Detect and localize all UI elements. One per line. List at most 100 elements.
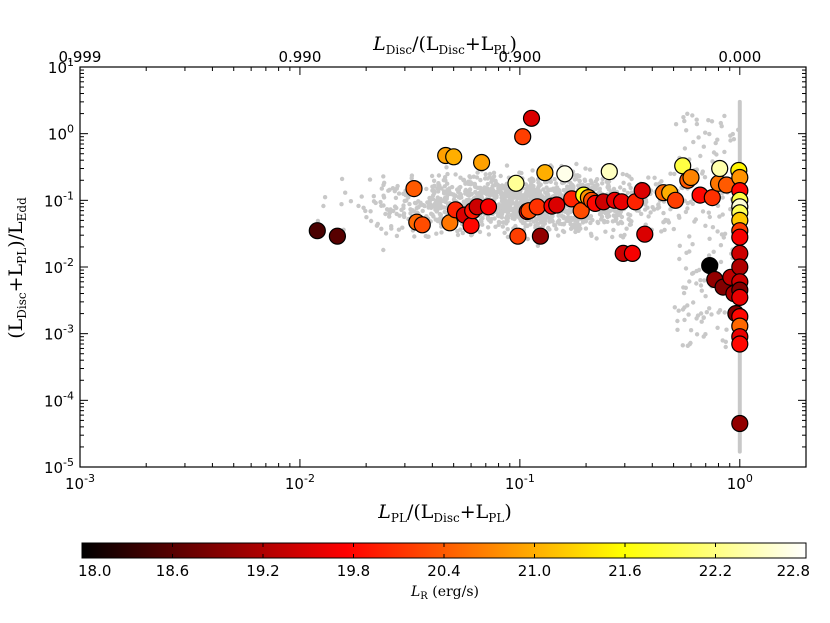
background-point: [580, 182, 585, 187]
background-point: [722, 113, 727, 119]
background-point: [543, 195, 548, 201]
background-point: [684, 250, 689, 255]
background-point: [699, 319, 704, 324]
y-axis-title: (LDisc+LPL)/LEdd: [5, 197, 29, 339]
background-point: [688, 340, 693, 346]
background-point: [455, 232, 461, 238]
background-point: [553, 181, 559, 186]
background-point: [661, 210, 666, 216]
background-point: [368, 209, 373, 214]
background-point: [400, 225, 405, 230]
background-point: [468, 175, 473, 180]
background-point: [368, 218, 374, 224]
background-point: [494, 181, 499, 187]
colorbar-tick-label: 21.6: [608, 562, 641, 580]
background-point: [668, 207, 673, 212]
top-tick-label: 0.900: [498, 48, 541, 66]
background-point: [512, 201, 517, 206]
background-point: [379, 186, 384, 191]
background-point: [711, 249, 716, 254]
background-point: [594, 236, 599, 241]
background-point: [499, 185, 505, 191]
background-point: [387, 214, 392, 219]
background-point: [409, 173, 415, 178]
background-point: [381, 195, 387, 200]
background-point: [379, 203, 384, 208]
background-point: [685, 343, 690, 348]
background-point: [668, 171, 673, 176]
background-points: [315, 111, 742, 350]
background-point: [520, 219, 525, 224]
background-point: [371, 194, 376, 199]
colorbar-tick-label: 18.6: [156, 562, 189, 580]
background-point: [582, 177, 587, 182]
background-point: [443, 199, 448, 204]
background-point: [696, 135, 701, 140]
colored-points: [308, 109, 749, 433]
background-point: [461, 177, 467, 183]
background-point: [574, 176, 579, 181]
background-point: [427, 202, 433, 207]
background-point: [675, 327, 680, 332]
background-point: [546, 225, 551, 231]
colorbar-tick-label: 21.0: [518, 562, 551, 580]
background-point: [466, 179, 471, 184]
background-point: [378, 199, 383, 205]
background-point: [429, 173, 435, 179]
background-point: [625, 190, 630, 196]
background-point: [534, 188, 539, 193]
background-point: [486, 232, 492, 237]
background-point: [394, 233, 400, 239]
plot-frame: [79, 66, 807, 468]
background-point: [718, 120, 723, 126]
background-point: [540, 224, 545, 229]
background-point: [698, 283, 704, 288]
y-tick-label: 10-5: [44, 456, 74, 477]
data-point: [462, 216, 480, 235]
background-point: [500, 194, 505, 199]
background-point: [430, 184, 435, 189]
background-point: [702, 278, 707, 283]
background-point: [681, 115, 686, 120]
background-point: [682, 118, 687, 124]
background-point: [722, 149, 727, 155]
background-point: [622, 187, 627, 193]
background-point: [543, 216, 548, 221]
background-point: [460, 230, 465, 236]
background-point: [577, 178, 582, 184]
background-point: [722, 310, 727, 315]
background-point: [423, 233, 428, 239]
background-point: [315, 218, 321, 224]
background-point: [437, 211, 443, 217]
background-point: [706, 253, 712, 258]
data-point: [308, 222, 326, 240]
background-point: [527, 193, 533, 199]
x-tick-label: 10-2: [285, 472, 315, 493]
background-point: [442, 184, 447, 189]
background-point: [702, 175, 708, 180]
background-point: [457, 185, 462, 190]
background-point: [715, 137, 720, 142]
background-point: [627, 182, 632, 187]
background-point: [676, 308, 681, 313]
background-point: [505, 219, 510, 224]
background-point: [485, 225, 491, 230]
background-point: [383, 211, 388, 217]
background-point: [662, 227, 667, 233]
background-point: [694, 117, 699, 122]
background-point: [694, 332, 700, 337]
background-point: [533, 223, 538, 228]
background-point: [502, 230, 507, 235]
background-point: [397, 213, 402, 218]
background-point: [499, 215, 505, 220]
background-point: [480, 222, 485, 227]
background-point: [597, 189, 603, 195]
background-point: [374, 223, 380, 228]
background-point: [373, 200, 378, 206]
colorbar-ticks: 18.0 18.6 19.2 19.8 20.4 21.0 21.6 22.2 22.8: [78, 543, 810, 580]
background-point: [390, 186, 396, 191]
data-point: [548, 196, 566, 214]
background-point: [717, 214, 722, 219]
background-point: [677, 215, 682, 220]
background-point: [695, 313, 701, 318]
